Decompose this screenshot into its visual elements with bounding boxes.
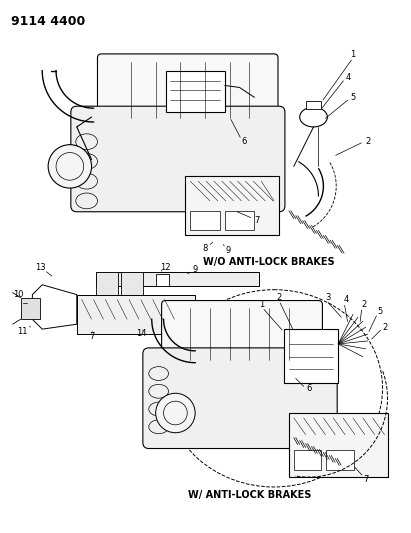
Text: 7: 7 [89, 332, 94, 341]
Bar [326, 450, 354, 470]
FancyBboxPatch shape [71, 106, 285, 212]
Circle shape [156, 393, 195, 433]
Text: 2: 2 [382, 322, 387, 332]
Bar [166, 71, 225, 112]
Bar [77, 295, 195, 334]
Text: 1: 1 [350, 51, 356, 59]
Bar [185, 176, 279, 236]
Bar [121, 272, 143, 300]
Text: 2: 2 [276, 293, 282, 302]
Text: 9114 4400: 9114 4400 [11, 15, 85, 28]
Text: 7: 7 [363, 474, 369, 483]
Text: 13: 13 [35, 263, 46, 272]
Text: 6: 6 [306, 384, 311, 393]
Bar [289, 413, 388, 477]
Text: 8: 8 [202, 244, 208, 253]
FancyBboxPatch shape [162, 301, 322, 368]
Text: 1: 1 [259, 300, 264, 309]
Text: 14: 14 [136, 328, 146, 337]
Text: 5: 5 [377, 307, 382, 316]
Text: 6: 6 [242, 137, 247, 146]
Bar [306, 101, 321, 109]
Bar [294, 450, 321, 470]
Bar [190, 211, 220, 230]
Text: 3: 3 [326, 293, 331, 302]
Text: 10: 10 [13, 290, 23, 299]
Text: 9: 9 [192, 265, 198, 274]
Text: 4: 4 [345, 73, 351, 82]
Text: W/ ANTI-LOCK BRAKES: W/ ANTI-LOCK BRAKES [188, 490, 311, 500]
Bar [225, 211, 254, 230]
Text: W/O ANTI-LOCK BRAKES: W/O ANTI-LOCK BRAKES [203, 257, 335, 267]
Bar [97, 272, 259, 286]
Text: 7: 7 [254, 216, 260, 225]
FancyBboxPatch shape [97, 54, 278, 126]
Circle shape [48, 144, 92, 188]
Text: 4: 4 [344, 295, 349, 304]
Text: 2: 2 [365, 137, 370, 146]
Bar [97, 272, 118, 300]
Bar [156, 274, 169, 286]
Text: 2: 2 [361, 300, 367, 309]
FancyBboxPatch shape [143, 348, 337, 448]
Text: 12: 12 [160, 263, 171, 272]
Bar [21, 297, 40, 319]
Ellipse shape [300, 107, 327, 127]
Bar [284, 329, 338, 383]
Text: 5: 5 [350, 93, 356, 102]
Text: 11: 11 [17, 327, 28, 336]
Text: 9: 9 [225, 246, 230, 255]
